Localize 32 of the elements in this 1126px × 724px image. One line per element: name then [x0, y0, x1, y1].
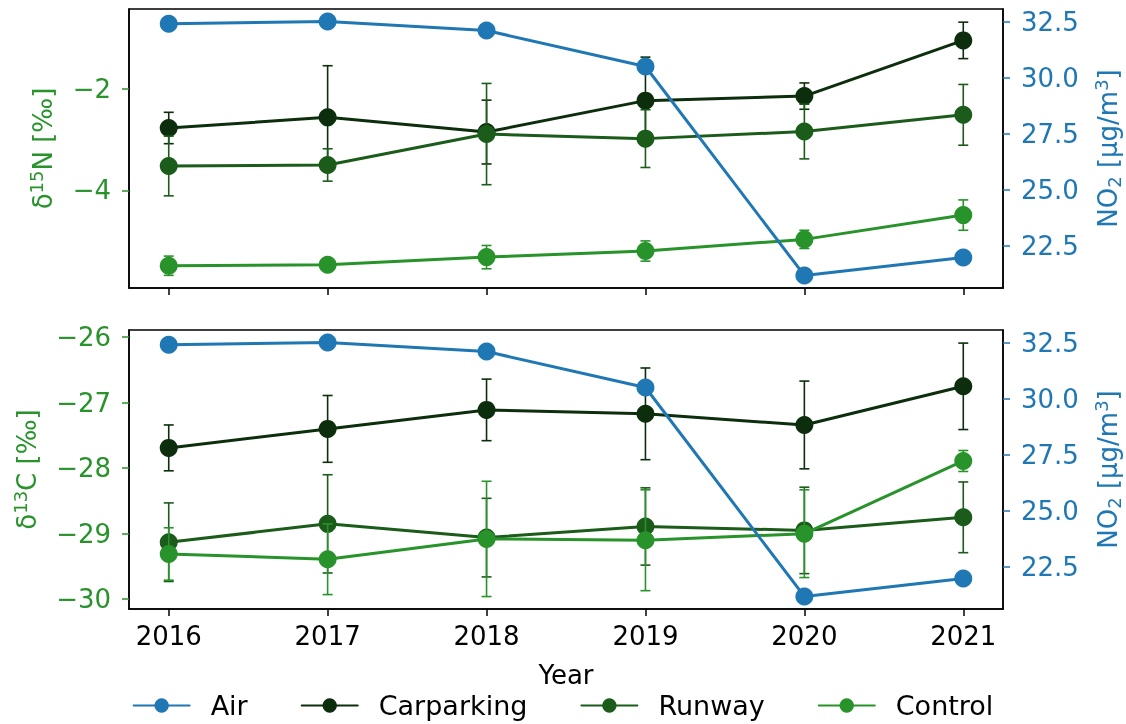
y2-tick-label: 25.0	[1021, 496, 1079, 527]
y2-tick-label: 27.5	[1021, 439, 1079, 470]
y2-tick-label: 27.5	[1021, 118, 1079, 149]
y-tick-label: −4	[72, 175, 111, 206]
y-tick-label: −29	[56, 518, 111, 549]
y2-tick-label: 30.0	[1021, 383, 1079, 414]
y-tick-label: −27	[56, 387, 111, 418]
y2-axis-title: NO2 [μg/m3]	[1091, 69, 1126, 228]
y-tick-label: −30	[56, 584, 111, 615]
y-tick-label: −28	[56, 453, 111, 484]
y-tick-label: −2	[72, 74, 111, 104]
y-tick-label: −26	[56, 322, 111, 353]
legend-label: Control	[895, 690, 994, 721]
x-tick-label: 2018	[453, 621, 520, 651]
y2-tick-label: 32.5	[1021, 327, 1079, 358]
x-axis-title: Year	[537, 660, 594, 690]
y-axis-title: δ15N [‰]	[26, 87, 59, 210]
legend-label: Air	[210, 690, 249, 721]
x-tick-label: 2016	[135, 621, 202, 651]
legend-label: Runway	[658, 690, 765, 721]
y2-tick-label: 22.5	[1021, 231, 1079, 262]
y2-tick-label: 25.0	[1021, 175, 1079, 206]
x-tick-label: 2021	[930, 621, 997, 651]
legend-label: Carparking	[378, 690, 528, 721]
y2-axis-title: NO2 [μg/m3]	[1091, 390, 1126, 549]
x-tick-label: 2020	[771, 621, 838, 651]
y2-tick-label: 30.0	[1021, 62, 1079, 93]
y2-tick-label: 22.5	[1021, 552, 1079, 583]
x-tick-label: 2017	[294, 621, 361, 651]
y-axis-title: δ13C [‰]	[9, 409, 42, 530]
y2-tick-label: 32.5	[1021, 6, 1079, 37]
x-tick-label: 2019	[612, 621, 679, 651]
